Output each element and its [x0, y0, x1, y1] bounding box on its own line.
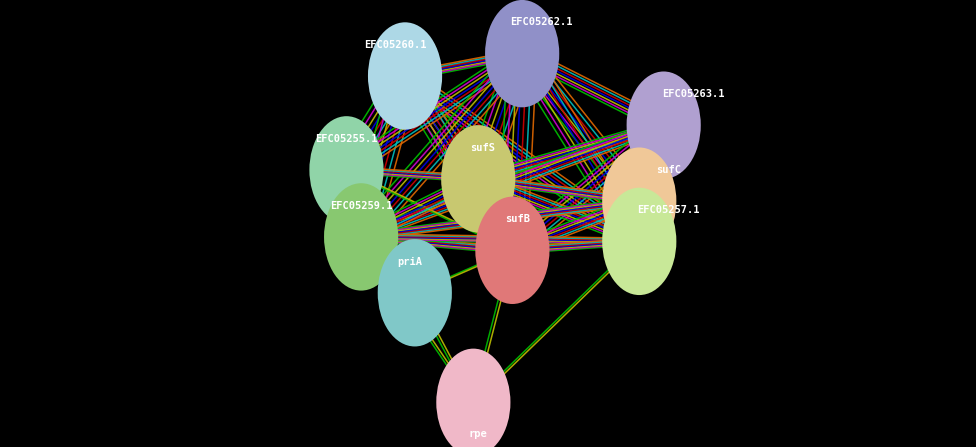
Text: EFC05259.1: EFC05259.1 [330, 201, 392, 211]
Ellipse shape [485, 0, 559, 107]
Text: EFC05260.1: EFC05260.1 [364, 40, 427, 50]
Ellipse shape [324, 183, 398, 291]
Text: EFC05262.1: EFC05262.1 [510, 17, 573, 27]
Ellipse shape [309, 116, 384, 224]
Ellipse shape [475, 197, 549, 304]
Text: priA: priA [397, 257, 423, 266]
Text: EFC05257.1: EFC05257.1 [637, 205, 700, 215]
Ellipse shape [441, 125, 515, 232]
Text: EFC05255.1: EFC05255.1 [315, 134, 378, 143]
Ellipse shape [602, 148, 676, 255]
Ellipse shape [378, 239, 452, 346]
Text: sufS: sufS [470, 143, 496, 152]
Text: rpe: rpe [468, 429, 488, 439]
Text: EFC05263.1: EFC05263.1 [662, 89, 724, 99]
Ellipse shape [368, 22, 442, 130]
Ellipse shape [436, 349, 510, 447]
Ellipse shape [627, 72, 701, 179]
Text: sufB: sufB [505, 214, 530, 224]
Text: sufC: sufC [656, 165, 681, 175]
Ellipse shape [602, 188, 676, 295]
